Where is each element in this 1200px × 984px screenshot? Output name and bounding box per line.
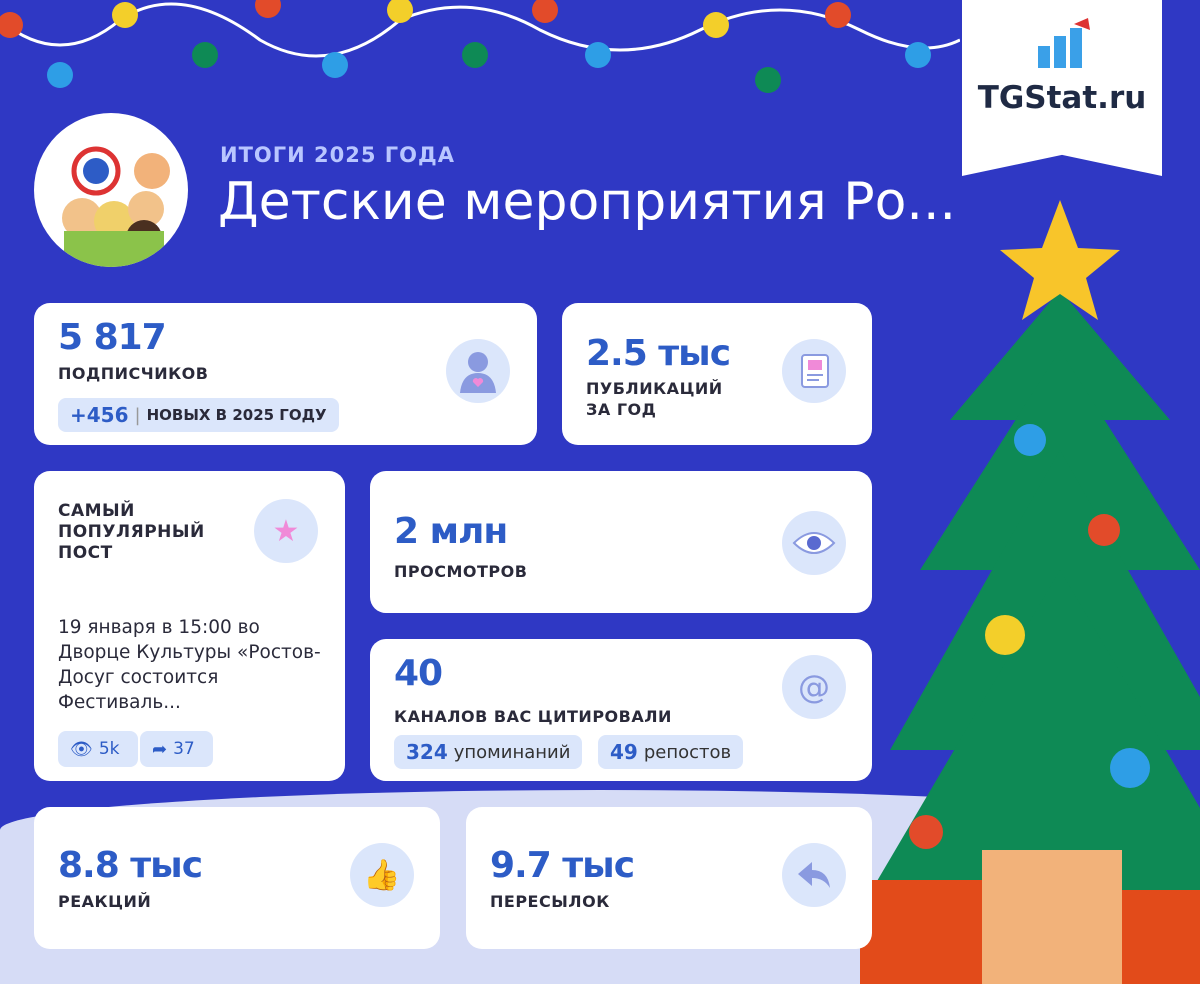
post-views-pill: 👁 5k bbox=[58, 731, 138, 767]
forwards-count: 9.7 тыс bbox=[490, 845, 635, 886]
reposts-pill: 49 репостов bbox=[598, 735, 744, 769]
popular-post-card[interactable]: САМЫЙ ПОПУЛЯРНЫЙ ПОСТ ★ 19 января в 15:0… bbox=[34, 471, 345, 781]
reactions-count: 8.8 тыс bbox=[58, 845, 203, 886]
document-image-icon bbox=[782, 339, 846, 403]
star-icon: ★ bbox=[254, 499, 318, 563]
new-subscribers-pill: +456 | НОВЫХ В 2025 ГОДУ bbox=[58, 398, 339, 432]
citations-card: 40 КАНАЛОВ ВАС ЦИТИРОВАЛИ 324 упоминаний … bbox=[370, 639, 872, 781]
christmas-tree-illustration bbox=[860, 200, 1200, 984]
subscribers-label: ПОДПИСЧИКОВ bbox=[58, 364, 209, 383]
light-bulb bbox=[825, 2, 851, 28]
light-bulb bbox=[703, 12, 729, 38]
light-bulb bbox=[47, 62, 73, 88]
subscribers-count: 5 817 bbox=[58, 317, 167, 358]
views-count: 2 млн bbox=[394, 511, 508, 552]
light-bulb bbox=[387, 0, 413, 23]
channel-avatar bbox=[34, 113, 188, 267]
light-bulb bbox=[905, 42, 931, 68]
share-arrow-icon: ➦ bbox=[152, 738, 168, 760]
thumbs-up-icon: 👍 bbox=[350, 843, 414, 907]
header-subtitle: ИТОГИ 2025 ГОДА bbox=[220, 143, 455, 167]
subscribers-card: 5 817 ПОДПИСЧИКОВ +456 | НОВЫХ В 2025 ГОДУ bbox=[34, 303, 537, 445]
tgstat-badge[interactable]: TGStat.ru bbox=[962, 0, 1162, 176]
brand-name: TGStat.ru bbox=[977, 80, 1147, 116]
reactions-label: РЕАКЦИЙ bbox=[58, 892, 152, 911]
citing-channels-count: 40 bbox=[394, 653, 443, 694]
forward-arrow-icon bbox=[782, 843, 846, 907]
post-views: 5k bbox=[98, 739, 120, 759]
channel-title: Детские мероприятия Ро... bbox=[218, 172, 957, 232]
light-bulb bbox=[585, 42, 611, 68]
views-label: ПРОСМОТРОВ bbox=[394, 562, 528, 581]
post-shares: 37 bbox=[173, 739, 195, 759]
reactions-card: 8.8 тыс РЕАКЦИЙ 👍 bbox=[34, 807, 440, 949]
light-bulb bbox=[755, 67, 781, 93]
reposts-label: репостов bbox=[643, 741, 732, 763]
tgstat-logo-icon bbox=[1038, 18, 1090, 68]
at-icon: @ bbox=[782, 655, 846, 719]
light-bulb bbox=[255, 0, 281, 18]
light-bulb bbox=[0, 12, 23, 38]
eye-icon bbox=[782, 511, 846, 575]
light-bulb bbox=[112, 2, 138, 28]
citing-channels-label: КАНАЛОВ ВАС ЦИТИРОВАЛИ bbox=[394, 707, 672, 726]
forwards-label: ПЕРЕСЫЛОК bbox=[490, 892, 610, 911]
posts-label: ПУБЛИКАЦИЙ ЗА ГОД bbox=[586, 379, 723, 419]
forwards-card: 9.7 тыс ПЕРЕСЫЛОК bbox=[466, 807, 872, 949]
mentions-count: 324 bbox=[406, 740, 448, 764]
reposts-count: 49 bbox=[610, 740, 638, 764]
light-bulb bbox=[532, 0, 558, 23]
eye-icon: 👁 bbox=[70, 738, 93, 760]
popular-post-label: САМЫЙ ПОПУЛЯРНЫЙ ПОСТ bbox=[58, 501, 205, 563]
garland-lights bbox=[0, 0, 960, 93]
mentions-pill: 324 упоминаний bbox=[394, 735, 583, 769]
light-bulb bbox=[322, 52, 348, 78]
views-card: 2 млн ПРОСМОТРОВ bbox=[370, 471, 872, 613]
popular-post-text: 19 января в 15:00 во Дворце Культуры «Ро… bbox=[58, 617, 321, 713]
mentions-label: упоминаний bbox=[453, 741, 571, 763]
new-subscribers-count: +456 bbox=[70, 403, 129, 427]
user-heart-icon bbox=[446, 339, 510, 403]
new-subscribers-label: НОВЫХ В 2025 ГОДУ bbox=[146, 406, 327, 424]
light-bulb bbox=[462, 42, 488, 68]
light-bulb bbox=[192, 42, 218, 68]
posts-count: 2.5 тыс bbox=[586, 333, 731, 374]
post-shares-pill: ➦ 37 bbox=[140, 731, 213, 767]
posts-card: 2.5 тыс ПУБЛИКАЦИЙ ЗА ГОД bbox=[562, 303, 872, 445]
